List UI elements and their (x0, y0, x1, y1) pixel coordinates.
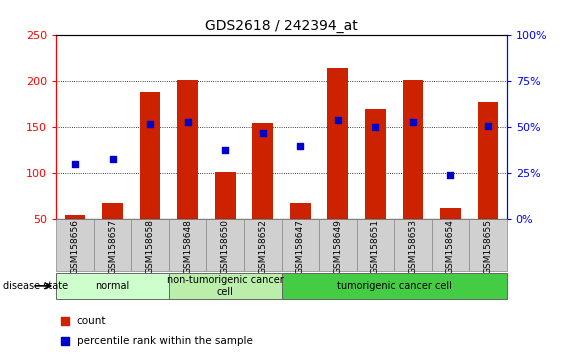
Point (70, 161, 79, 167)
Point (183, 119, 192, 125)
Bar (215, 172, 235, 219)
Text: GSM158650: GSM158650 (221, 219, 230, 274)
Bar (319, 219, 356, 271)
Text: disease state: disease state (3, 281, 68, 291)
Point (359, 27, 368, 33)
Text: GSM158648: GSM158648 (183, 219, 192, 274)
Point (296, 143, 305, 149)
Point (221, 147, 230, 152)
Text: GSM158652: GSM158652 (258, 219, 267, 274)
Point (446, 172, 455, 178)
Bar (432, 219, 469, 271)
Bar (403, 80, 423, 219)
Bar (394, 219, 432, 271)
Text: GSM158654: GSM158654 (446, 219, 455, 274)
Bar (282, 219, 319, 271)
Point (258, 130, 267, 136)
Text: percentile rank within the sample: percentile rank within the sample (77, 336, 252, 346)
Bar (169, 273, 282, 299)
Bar (65, 215, 86, 219)
Bar (440, 207, 461, 219)
Bar (328, 68, 348, 219)
Bar (169, 219, 207, 271)
Point (333, 117, 342, 123)
Bar (477, 102, 498, 219)
Bar (56, 219, 94, 271)
Bar (94, 219, 131, 271)
Text: normal: normal (96, 281, 129, 291)
Bar (282, 273, 507, 299)
Text: GSM158656: GSM158656 (70, 219, 79, 274)
Point (484, 123, 493, 129)
Bar (365, 109, 386, 219)
Bar (177, 80, 198, 219)
Point (359, 211, 368, 217)
Text: count: count (77, 316, 106, 326)
Text: GSM158651: GSM158651 (371, 219, 380, 274)
Point (108, 156, 117, 161)
Bar (244, 219, 282, 271)
Bar (469, 219, 507, 271)
Bar (207, 219, 244, 271)
Bar (56, 273, 169, 299)
Point (371, 125, 380, 130)
Text: tumorigenic cancer cell: tumorigenic cancer cell (337, 281, 452, 291)
Point (146, 121, 155, 127)
Text: GSM158657: GSM158657 (108, 219, 117, 274)
Title: GDS2618 / 242394_at: GDS2618 / 242394_at (205, 19, 358, 33)
Text: GSM158647: GSM158647 (296, 219, 305, 274)
Text: GSM158649: GSM158649 (333, 219, 342, 274)
Bar (356, 219, 394, 271)
Text: GSM158653: GSM158653 (408, 219, 417, 274)
Text: GSM158655: GSM158655 (484, 219, 493, 274)
Bar (131, 219, 169, 271)
Point (408, 119, 417, 125)
Bar (102, 203, 123, 219)
Bar (290, 203, 311, 219)
Bar (252, 123, 273, 219)
Bar (140, 92, 160, 219)
Text: GSM158658: GSM158658 (146, 219, 155, 274)
Text: non-tumorigenic cancer
cell: non-tumorigenic cancer cell (167, 275, 284, 297)
